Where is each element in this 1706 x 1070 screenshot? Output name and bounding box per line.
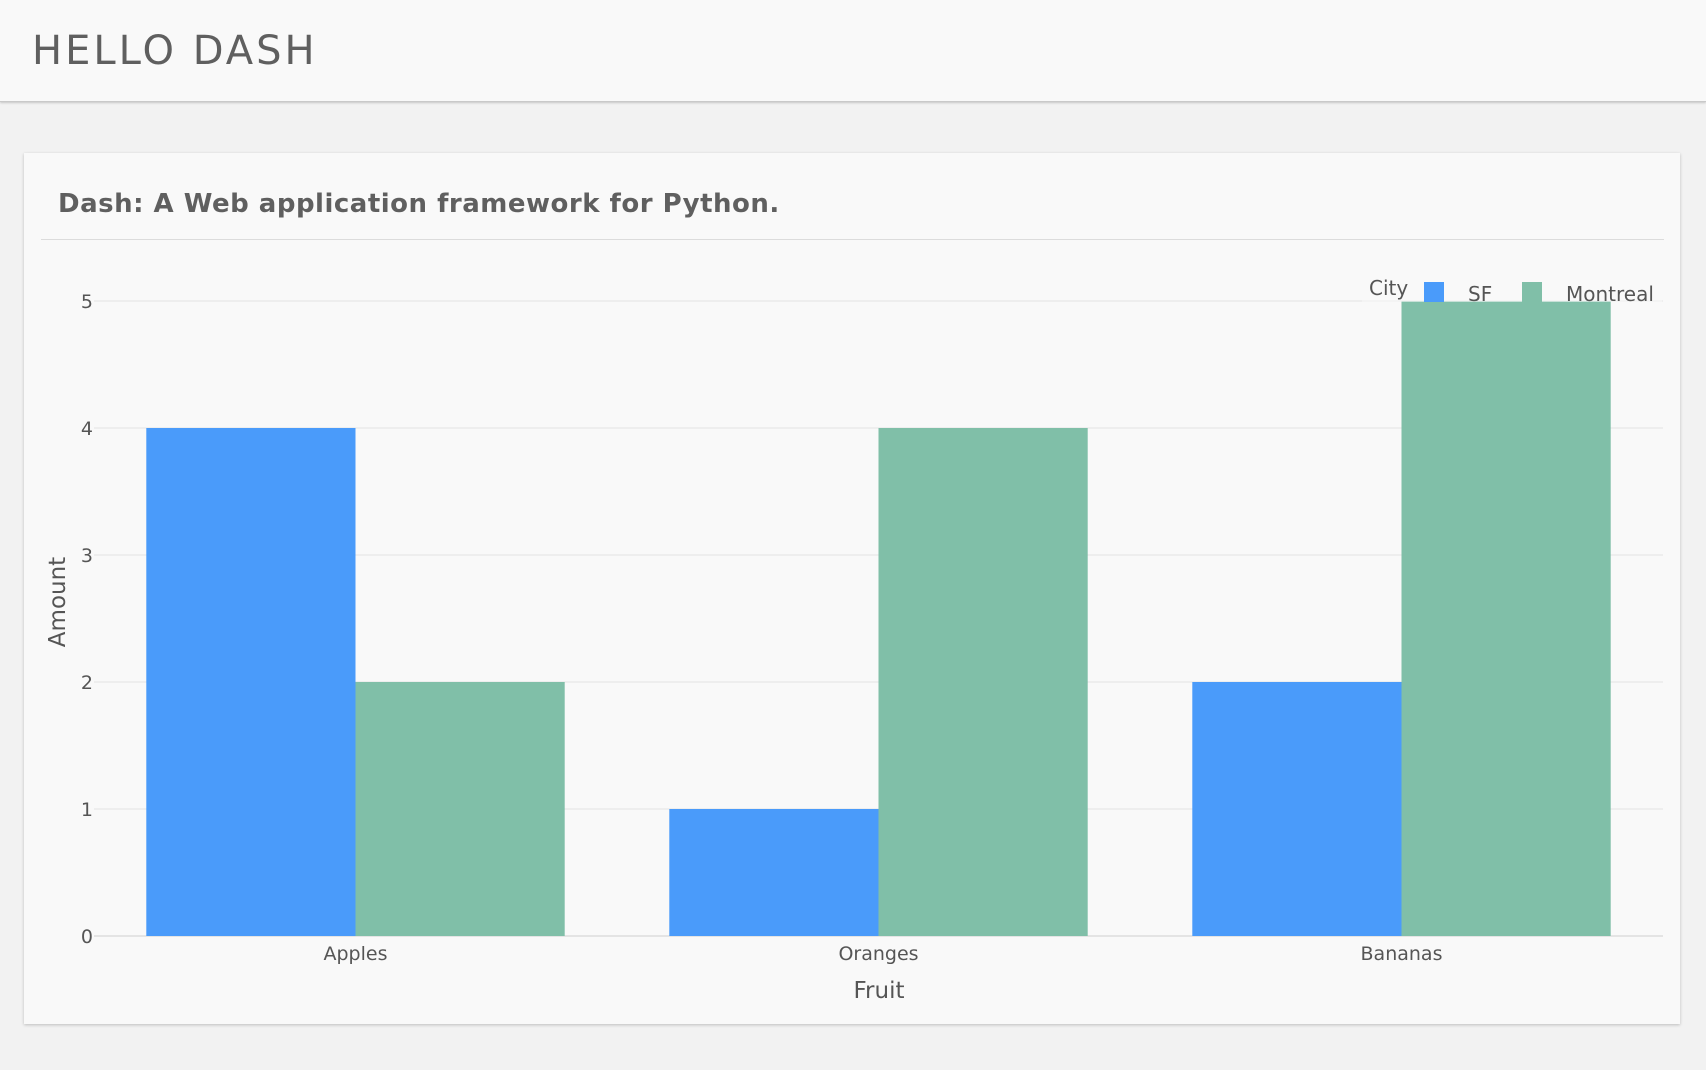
y-tick-label: 3 bbox=[81, 545, 93, 567]
x-axis-title: Fruit bbox=[854, 978, 905, 1004]
y-tick-label: 0 bbox=[81, 926, 93, 948]
axis-layer: 0 1 2 3 4 5 Apples Oranges Bananas bbox=[81, 291, 1443, 965]
bars-layer bbox=[146, 301, 1611, 936]
bar-montreal-apples bbox=[355, 682, 565, 936]
x-tick-label: Apples bbox=[324, 943, 388, 965]
app-title: HELLO DASH bbox=[32, 28, 318, 74]
bar-sf-oranges bbox=[669, 809, 879, 936]
y-tick-label: 1 bbox=[81, 799, 93, 821]
legend[interactable]: City SF Montreal bbox=[1362, 272, 1662, 306]
legend-swatch-montreal bbox=[1522, 282, 1542, 302]
y-tick-label: 5 bbox=[81, 291, 93, 313]
y-axis-title: Amount bbox=[45, 557, 71, 647]
y-tick-label: 2 bbox=[81, 672, 93, 694]
bar-sf-bananas bbox=[1192, 682, 1402, 936]
card-title: Dash: A Web application framework for Py… bbox=[58, 189, 780, 219]
legend-label-sf: SF bbox=[1468, 282, 1492, 306]
bar-montreal-oranges bbox=[878, 428, 1088, 936]
x-tick-label: Oranges bbox=[838, 943, 918, 965]
x-tick-label: Bananas bbox=[1361, 943, 1443, 965]
bar-sf-apples bbox=[146, 428, 356, 936]
legend-label-montreal: Montreal bbox=[1566, 282, 1654, 306]
app-header: HELLO DASH bbox=[0, 0, 1706, 102]
y-tick-label: 4 bbox=[81, 418, 93, 440]
card-divider bbox=[41, 239, 1664, 240]
bar-montreal-bananas bbox=[1401, 301, 1611, 936]
legend-background bbox=[1362, 272, 1662, 302]
legend-title: City bbox=[1369, 276, 1408, 300]
legend-swatch-sf bbox=[1424, 282, 1444, 302]
